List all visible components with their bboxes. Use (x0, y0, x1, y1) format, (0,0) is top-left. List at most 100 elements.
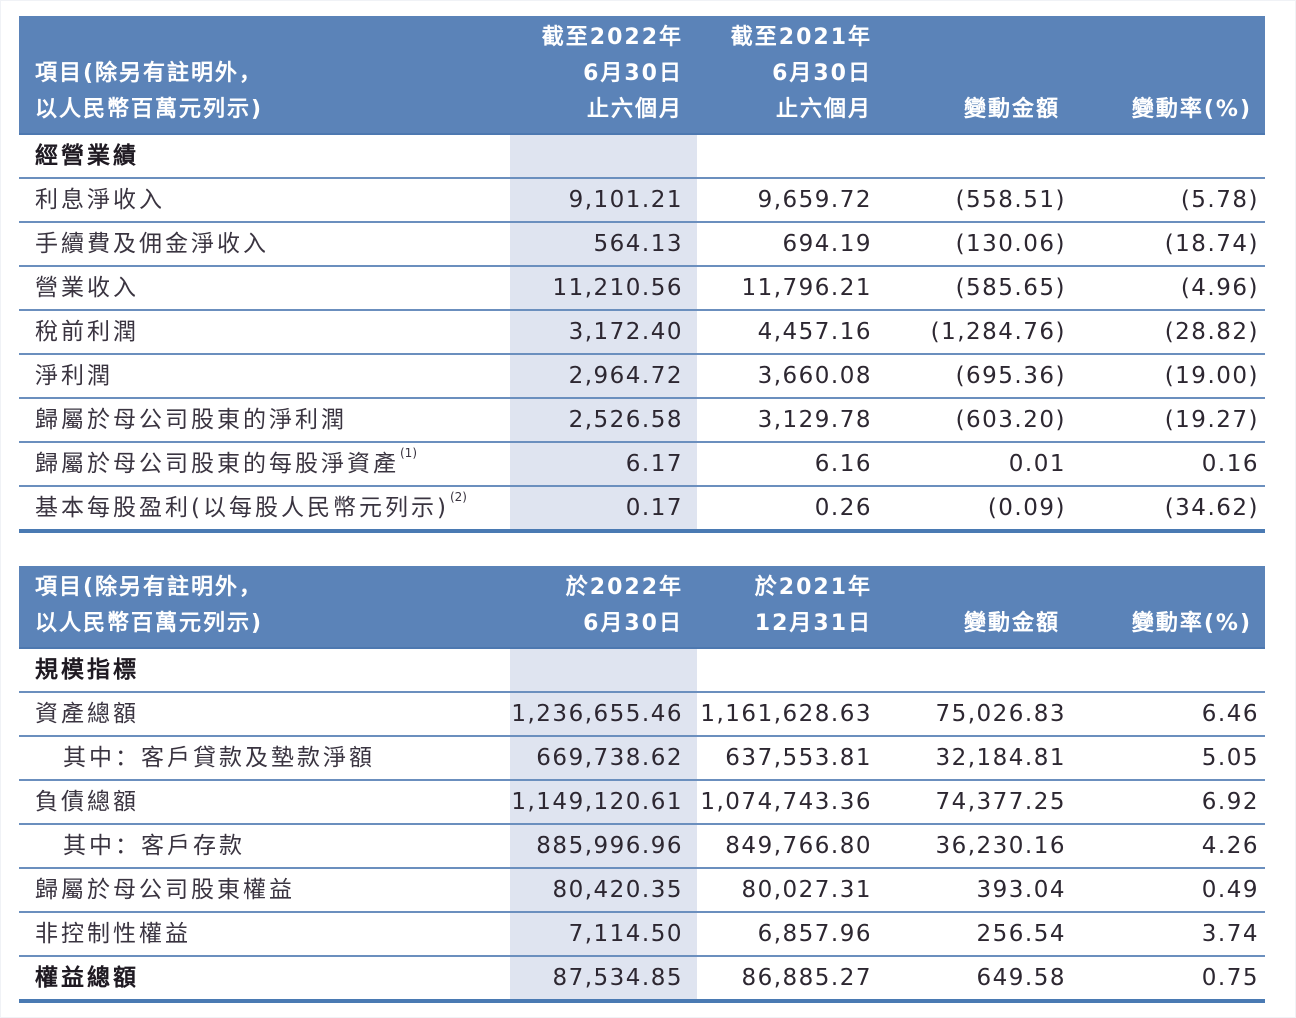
change-rate: 0.75 (1078, 956, 1265, 1003)
row-label: 負債總額 (19, 780, 510, 825)
table-row: 歸屬於母公司股東的淨利潤 2,526.58 3,129.78 (603.20) … (19, 398, 1265, 443)
current-value: 1,236,655.46 (510, 692, 697, 737)
change-amount: 256.54 (886, 912, 1078, 957)
section-row: 經營業績 (19, 134, 1265, 179)
footnote-marker: (2) (449, 490, 467, 504)
section-title: 經營業績 (19, 134, 510, 179)
current-value: 11,210.56 (510, 266, 697, 311)
header-change-amount: 變動金額 (886, 16, 1078, 135)
header-current-line3: 止六個月 (586, 97, 683, 122)
row-label: 手續費及佣金淨收入 (19, 222, 510, 267)
header-current-period: 截至2022年 6月30日 止六個月 (510, 16, 697, 135)
current-value: 6.17 (510, 442, 697, 487)
current-value: 1,149,120.61 (510, 780, 697, 825)
header-item-line1: 項目(除另有註明外， (35, 575, 264, 600)
current-value: 3,172.40 (510, 310, 697, 355)
table-row: 淨利潤 2,964.72 3,660.08 (695.36) (19.00) (19, 354, 1265, 399)
operating-results-table: 項目(除另有註明外， 以人民幣百萬元列示) 截至2022年 6月30日 止六個月… (19, 16, 1265, 533)
table-row: 其中：客戶貸款及墊款淨額 669,738.62 637,553.81 32,18… (19, 736, 1265, 781)
previous-value: 4,457.16 (697, 310, 886, 355)
change-amount: 74,377.25 (886, 780, 1078, 825)
change-rate: (34.62) (1078, 486, 1265, 533)
previous-value: 3,129.78 (697, 398, 886, 443)
table-header-row: 項目(除另有註明外， 以人民幣百萬元列示) 於2022年 6月30日 於2021… (19, 566, 1265, 649)
header-previous-line1: 於2021年 (754, 575, 872, 600)
change-amount: 32,184.81 (886, 736, 1078, 781)
current-value: 2,526.58 (510, 398, 697, 443)
table-row: 歸屬於母公司股東的每股淨資產(1) 6.17 6.16 0.01 0.16 (19, 442, 1265, 487)
current-value: 564.13 (510, 222, 697, 267)
row-label: 權益總額 (19, 956, 510, 1003)
table-header-row: 項目(除另有註明外， 以人民幣百萬元列示) 截至2022年 6月30日 止六個月… (19, 16, 1265, 135)
table-row: 營業收入 11,210.56 11,796.21 (585.65) (4.96) (19, 266, 1265, 311)
change-amount: 0.01 (886, 442, 1078, 487)
row-label: 歸屬於母公司股東權益 (19, 868, 510, 913)
change-rate: 0.49 (1078, 868, 1265, 913)
header-item: 項目(除另有註明外， 以人民幣百萬元列示) (19, 16, 510, 135)
change-amount: 649.58 (886, 956, 1078, 1003)
change-amount: (603.20) (886, 398, 1078, 443)
previous-value: 1,074,743.36 (697, 780, 886, 825)
row-label: 淨利潤 (19, 354, 510, 399)
previous-value: 694.19 (697, 222, 886, 267)
total-row: 權益總額 87,534.85 86,885.27 649.58 0.75 (19, 956, 1265, 1003)
header-previous-line1: 截至2021年 (730, 25, 872, 50)
change-amount: (130.06) (886, 222, 1078, 267)
table-row: 負債總額 1,149,120.61 1,074,743.36 74,377.25… (19, 780, 1265, 825)
section-title: 規模指標 (19, 648, 510, 693)
change-amount: (1,284.76) (886, 310, 1078, 355)
header-previous-period: 截至2021年 6月30日 止六個月 (697, 16, 886, 135)
previous-value: 0.26 (697, 486, 886, 533)
header-current-line1: 截至2022年 (541, 25, 683, 50)
header-current-date: 於2022年 6月30日 (510, 566, 697, 649)
table-row: 稅前利潤 3,172.40 4,457.16 (1,284.76) (28.82… (19, 310, 1265, 355)
previous-value: 9,659.72 (697, 178, 886, 223)
table-row: 其中：客戶存款 885,996.96 849,766.80 36,230.16 … (19, 824, 1265, 869)
table-row: 歸屬於母公司股東權益 80,420.35 80,027.31 393.04 0.… (19, 868, 1265, 913)
row-label: 基本每股盈利(以每股人民幣元列示)(2) (19, 486, 510, 533)
change-rate: (4.96) (1078, 266, 1265, 311)
previous-value: 849,766.80 (697, 824, 886, 869)
current-value: 2,964.72 (510, 354, 697, 399)
change-rate: (28.82) (1078, 310, 1265, 355)
row-label: 資產總額 (19, 692, 510, 737)
row-label: 其中：客戶貸款及墊款淨額 (19, 736, 510, 781)
footnote-marker: (1) (400, 446, 417, 460)
change-amount: 36,230.16 (886, 824, 1078, 869)
header-current-line2: 6月30日 (583, 611, 683, 636)
row-label: 其中：客戶存款 (19, 824, 510, 869)
previous-value: 6.16 (697, 442, 886, 487)
header-previous-date: 於2021年 12月31日 (697, 566, 886, 649)
current-value: 87,534.85 (510, 956, 697, 1003)
header-item-line1: 項目(除另有註明外， (35, 61, 264, 86)
header-item-line2: 以人民幣百萬元列示) (35, 97, 264, 122)
change-rate: 0.16 (1078, 442, 1265, 487)
header-current-line2: 6月30日 (583, 61, 683, 86)
header-change-rate: 變動率(%) (1078, 566, 1265, 649)
table-row: 利息淨收入 9,101.21 9,659.72 (558.51) (5.78) (19, 178, 1265, 223)
change-rate: 5.05 (1078, 736, 1265, 781)
row-label: 歸屬於母公司股東的每股淨資產(1) (19, 442, 510, 487)
scale-indicators-table: 項目(除另有註明外， 以人民幣百萬元列示) 於2022年 6月30日 於2021… (19, 566, 1265, 1003)
change-rate: (5.78) (1078, 178, 1265, 223)
change-rate: (18.74) (1078, 222, 1265, 267)
change-amount: (558.51) (886, 178, 1078, 223)
current-value: 80,420.35 (510, 868, 697, 913)
change-amount: (0.09) (886, 486, 1078, 533)
table-row: 手續費及佣金淨收入 564.13 694.19 (130.06) (18.74) (19, 222, 1265, 267)
change-rate: 3.74 (1078, 912, 1265, 957)
header-item-line2: 以人民幣百萬元列示) (35, 611, 264, 636)
change-rate: 4.26 (1078, 824, 1265, 869)
change-amount: (695.36) (886, 354, 1078, 399)
current-value: 9,101.21 (510, 178, 697, 223)
current-value: 7,114.50 (510, 912, 697, 957)
table-row: 非控制性權益 7,114.50 6,857.96 256.54 3.74 (19, 912, 1265, 957)
previous-value: 86,885.27 (697, 956, 886, 1003)
previous-value: 11,796.21 (697, 266, 886, 311)
current-value: 885,996.96 (510, 824, 697, 869)
current-value: 0.17 (510, 486, 697, 533)
table-row: 基本每股盈利(以每股人民幣元列示)(2) 0.17 0.26 (0.09) (3… (19, 486, 1265, 533)
header-previous-line2: 12月31日 (754, 611, 872, 636)
header-current-line1: 於2022年 (565, 575, 683, 600)
current-value: 669,738.62 (510, 736, 697, 781)
